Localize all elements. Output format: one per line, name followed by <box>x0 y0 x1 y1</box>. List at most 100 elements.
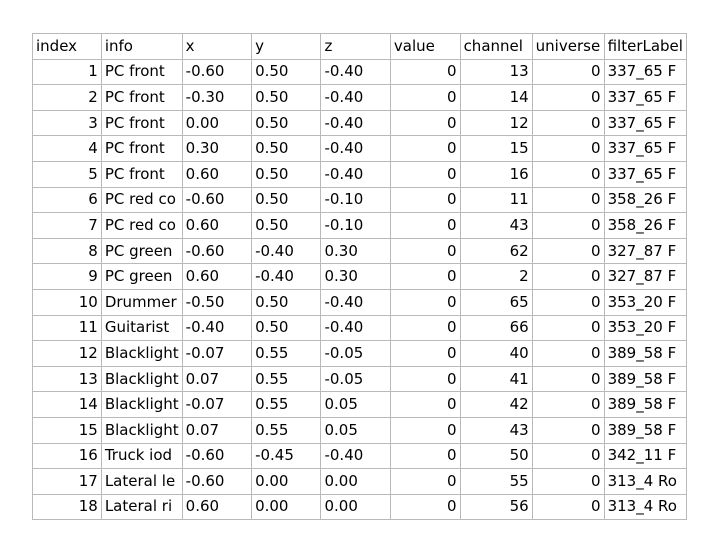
cell-x[interactable]: 0.60 <box>181 160 253 188</box>
cell-z[interactable]: -0.10 <box>320 186 391 214</box>
cell-info[interactable]: PC front <box>100 160 183 188</box>
cell-value[interactable]: 0 <box>389 109 461 137</box>
cell-value[interactable]: 0 <box>389 237 461 265</box>
cell-universe[interactable]: 0 <box>531 468 605 495</box>
cell-info[interactable]: Blacklight <box>100 416 183 444</box>
cell-filter-label[interactable]: 389_58 F <box>603 340 687 367</box>
cell-universe[interactable]: 0 <box>531 212 605 239</box>
header-cell-universe[interactable]: universe <box>531 33 605 60</box>
cell-z[interactable]: -0.40 <box>320 442 391 470</box>
cell-value[interactable]: 0 <box>389 493 461 521</box>
cell-channel[interactable]: 15 <box>459 135 533 162</box>
cell-info[interactable]: PC front <box>100 109 183 137</box>
cell-filter-label[interactable]: 342_11 F <box>603 442 687 470</box>
cell-channel[interactable]: 11 <box>459 186 533 214</box>
cell-info[interactable]: PC red co <box>100 212 183 239</box>
cell-info[interactable]: Blacklight <box>100 340 183 367</box>
cell-index[interactable]: 13 <box>32 365 102 393</box>
cell-index[interactable]: 2 <box>32 84 102 111</box>
cell-z[interactable]: -0.05 <box>320 365 391 393</box>
cell-filter-label[interactable]: 389_58 F <box>603 416 687 444</box>
cell-info[interactable]: PC green <box>100 237 183 265</box>
cell-filter-label[interactable]: 358_26 F <box>603 186 687 214</box>
cell-index[interactable]: 9 <box>32 263 102 290</box>
cell-filter-label[interactable]: 327_87 F <box>603 263 687 290</box>
cell-z[interactable]: 0.30 <box>320 237 391 265</box>
cell-channel[interactable]: 50 <box>459 442 533 470</box>
cell-z[interactable]: 0.05 <box>320 416 391 444</box>
cell-filter-label[interactable]: 353_20 F <box>603 314 687 342</box>
cell-filter-label[interactable]: 313_4 Ro <box>603 493 687 521</box>
cell-channel[interactable]: 42 <box>459 391 533 418</box>
cell-z[interactable]: 0.30 <box>320 263 391 290</box>
cell-filter-label[interactable]: 337_65 F <box>603 84 687 111</box>
cell-y[interactable]: -0.40 <box>251 237 322 265</box>
cell-y[interactable]: 0.55 <box>251 340 322 367</box>
header-cell-z[interactable]: z <box>320 33 391 60</box>
cell-universe[interactable]: 0 <box>531 288 605 316</box>
cell-z[interactable]: -0.40 <box>320 58 391 86</box>
header-cell-info[interactable]: info <box>100 33 183 60</box>
cell-z[interactable]: -0.40 <box>320 288 391 316</box>
header-cell-value[interactable]: value <box>389 33 461 60</box>
cell-index[interactable]: 4 <box>32 135 102 162</box>
cell-z[interactable]: 0.05 <box>320 391 391 418</box>
header-cell-index[interactable]: index <box>32 33 102 60</box>
cell-channel[interactable]: 12 <box>459 109 533 137</box>
cell-value[interactable]: 0 <box>389 340 461 367</box>
cell-x[interactable]: 0.60 <box>181 212 253 239</box>
cell-z[interactable]: 0.00 <box>320 468 391 495</box>
cell-z[interactable]: -0.05 <box>320 340 391 367</box>
cell-channel[interactable]: 66 <box>459 314 533 342</box>
header-cell-y[interactable]: y <box>251 33 322 60</box>
cell-index[interactable]: 16 <box>32 442 102 470</box>
cell-info[interactable]: Lateral le <box>100 468 183 495</box>
cell-filter-label[interactable]: 337_65 F <box>603 58 687 86</box>
cell-z[interactable]: -0.40 <box>320 135 391 162</box>
cell-y[interactable]: 0.55 <box>251 416 322 444</box>
cell-x[interactable]: -0.07 <box>181 391 253 418</box>
cell-channel[interactable]: 55 <box>459 468 533 495</box>
cell-z[interactable]: -0.40 <box>320 84 391 111</box>
cell-universe[interactable]: 0 <box>531 416 605 444</box>
cell-info[interactable]: PC front <box>100 58 183 86</box>
cell-value[interactable]: 0 <box>389 468 461 495</box>
cell-info[interactable]: Blacklight <box>100 391 183 418</box>
cell-index[interactable]: 18 <box>32 493 102 521</box>
cell-x[interactable]: -0.30 <box>181 84 253 111</box>
cell-y[interactable]: 0.50 <box>251 288 322 316</box>
cell-x[interactable]: -0.60 <box>181 468 253 495</box>
cell-y[interactable]: 0.50 <box>251 109 322 137</box>
cell-info[interactable]: Drummer <box>100 288 183 316</box>
cell-x[interactable]: -0.60 <box>181 186 253 214</box>
cell-value[interactable]: 0 <box>389 160 461 188</box>
cell-info[interactable]: PC red co <box>100 186 183 214</box>
cell-channel[interactable]: 65 <box>459 288 533 316</box>
cell-index[interactable]: 14 <box>32 391 102 418</box>
cell-y[interactable]: 0.50 <box>251 186 322 214</box>
cell-filter-label[interactable]: 337_65 F <box>603 109 687 137</box>
cell-x[interactable]: -0.60 <box>181 237 253 265</box>
cell-index[interactable]: 15 <box>32 416 102 444</box>
cell-x[interactable]: 0.60 <box>181 263 253 290</box>
cell-universe[interactable]: 0 <box>531 391 605 418</box>
cell-channel[interactable]: 43 <box>459 212 533 239</box>
cell-universe[interactable]: 0 <box>531 493 605 521</box>
cell-index[interactable]: 3 <box>32 109 102 137</box>
cell-x[interactable]: 0.30 <box>181 135 253 162</box>
cell-value[interactable]: 0 <box>389 391 461 418</box>
cell-universe[interactable]: 0 <box>531 365 605 393</box>
cell-x[interactable]: 0.07 <box>181 416 253 444</box>
cell-value[interactable]: 0 <box>389 135 461 162</box>
cell-universe[interactable]: 0 <box>531 160 605 188</box>
cell-y[interactable]: 0.50 <box>251 58 322 86</box>
cell-filter-label[interactable]: 337_65 F <box>603 160 687 188</box>
cell-channel[interactable]: 41 <box>459 365 533 393</box>
cell-x[interactable]: -0.50 <box>181 288 253 316</box>
cell-y[interactable]: -0.45 <box>251 442 322 470</box>
cell-y[interactable]: 0.50 <box>251 160 322 188</box>
cell-universe[interactable]: 0 <box>531 135 605 162</box>
cell-index[interactable]: 5 <box>32 160 102 188</box>
cell-x[interactable]: -0.40 <box>181 314 253 342</box>
cell-x[interactable]: -0.07 <box>181 340 253 367</box>
